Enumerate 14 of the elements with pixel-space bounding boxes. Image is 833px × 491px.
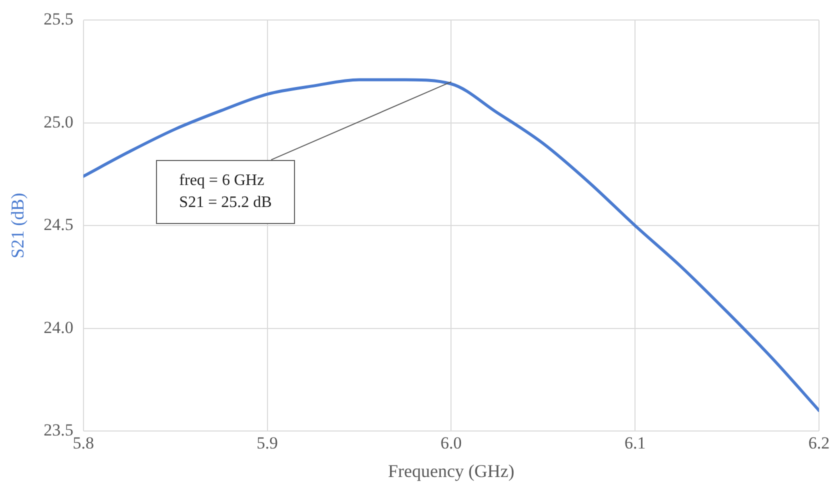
- y-tick-label: 24.5: [44, 215, 74, 234]
- annotation: freq = 6 GHz S21 = 25.2 dB: [156, 160, 295, 224]
- x-tick-label: 5.8: [72, 434, 94, 453]
- y-axis-title: S21 (dB): [8, 192, 28, 258]
- y-tick-label: 24.0: [44, 318, 74, 337]
- y-tick-label: 25.5: [44, 10, 74, 29]
- x-tick-label: 5.9: [256, 434, 278, 453]
- y-tick-label: 23.5: [44, 420, 74, 440]
- x-tick-label: 6.2: [808, 434, 830, 453]
- x-tick-label: 6.1: [624, 434, 646, 453]
- y-tick-label: 25.0: [44, 112, 74, 132]
- x-axis-title: Frequency (GHz): [388, 460, 514, 481]
- x-tick-label: 6.0: [440, 434, 462, 453]
- line-series: [83, 78, 819, 412]
